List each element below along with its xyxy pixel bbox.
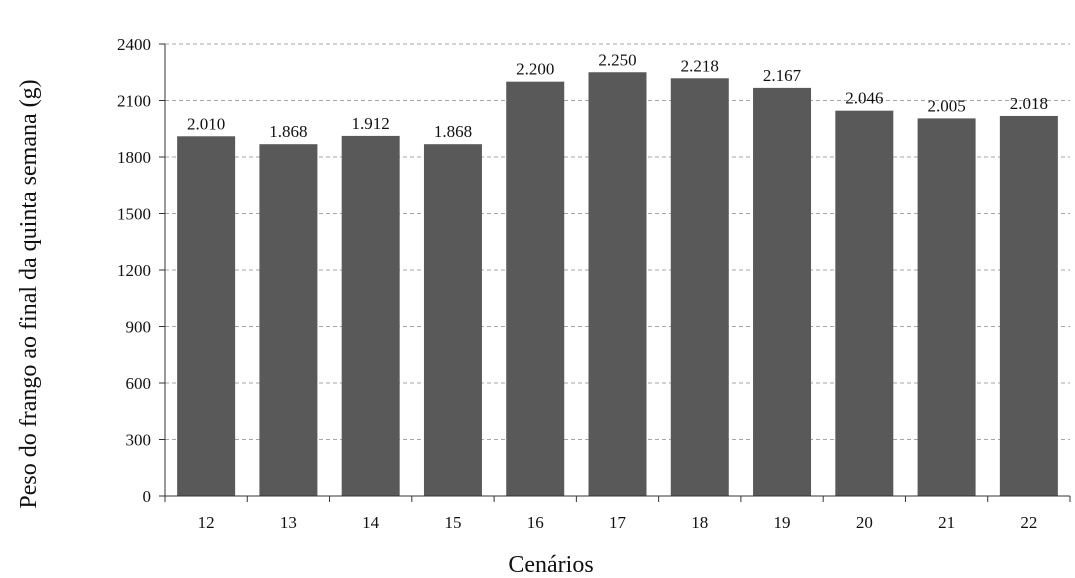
bar [753, 88, 811, 496]
x-tick-label: 22 [1020, 513, 1037, 532]
data-label: 1.868 [269, 122, 307, 141]
data-label: 2.018 [1010, 94, 1048, 113]
data-label: 2.167 [763, 66, 802, 85]
bar [259, 144, 317, 496]
x-tick-label: 17 [609, 513, 627, 532]
y-tick-label: 0 [143, 487, 152, 506]
bar [177, 136, 235, 496]
y-tick-label: 1200 [117, 261, 151, 280]
y-tick-label: 900 [126, 318, 152, 337]
x-tick-label: 20 [856, 513, 873, 532]
x-tick-label: 16 [527, 513, 544, 532]
bar [506, 82, 564, 496]
y-tick-label: 1800 [117, 148, 151, 167]
data-label: 2.200 [516, 60, 554, 79]
bar [342, 136, 400, 496]
data-label: 2.005 [927, 96, 965, 115]
y-axis-title: Peso do frango ao final da quinta semana… [16, 79, 42, 508]
bar [918, 118, 976, 496]
bar [671, 78, 729, 496]
data-label: 2.010 [187, 114, 225, 133]
data-label: 2.250 [598, 50, 636, 69]
y-tick-label: 1500 [117, 205, 151, 224]
x-tick-labels: 12 13 14 15 16 17 18 19 20 21 22 [198, 513, 1038, 532]
bar [424, 144, 482, 496]
bar [835, 111, 893, 496]
data-label: 1.868 [434, 122, 472, 141]
y-tick-label: 600 [126, 374, 152, 393]
y-tick-label: 2400 [117, 35, 151, 54]
x-axis-title: Cenários [508, 552, 593, 578]
x-tick-label: 19 [774, 513, 791, 532]
x-tick-label: 18 [691, 513, 708, 532]
bar [1000, 116, 1058, 496]
x-tick-label: 14 [362, 513, 380, 532]
x-tick-label: 21 [938, 513, 955, 532]
y-tick-labels: 0 300 600 900 1200 1500 1800 2100 2400 [117, 35, 151, 506]
x-tick-label: 13 [280, 513, 297, 532]
data-label: 1.912 [352, 114, 390, 133]
bars [177, 72, 1058, 496]
y-tick-label: 300 [126, 431, 152, 450]
data-label: 2.046 [845, 89, 883, 108]
x-tick-label: 12 [198, 513, 215, 532]
y-tick-label: 2100 [117, 92, 151, 111]
bar [589, 72, 647, 496]
data-label: 2.218 [681, 56, 719, 75]
x-tick-label: 15 [444, 513, 461, 532]
